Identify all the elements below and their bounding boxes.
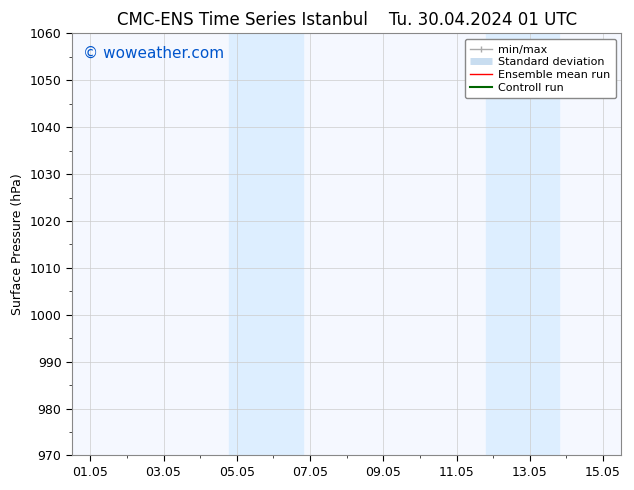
Bar	[230, 33, 302, 456]
Y-axis label: Surface Pressure (hPa): Surface Pressure (hPa)	[11, 173, 24, 316]
Bar	[486, 33, 559, 456]
Legend: min/max, Standard deviation, Ensemble mean run, Controll run: min/max, Standard deviation, Ensemble me…	[465, 39, 616, 98]
Text: © woweather.com: © woweather.com	[83, 46, 224, 61]
Title: CMC-ENS Time Series Istanbul    Tu. 30.04.2024 01 UTC: CMC-ENS Time Series Istanbul Tu. 30.04.2…	[117, 11, 577, 29]
